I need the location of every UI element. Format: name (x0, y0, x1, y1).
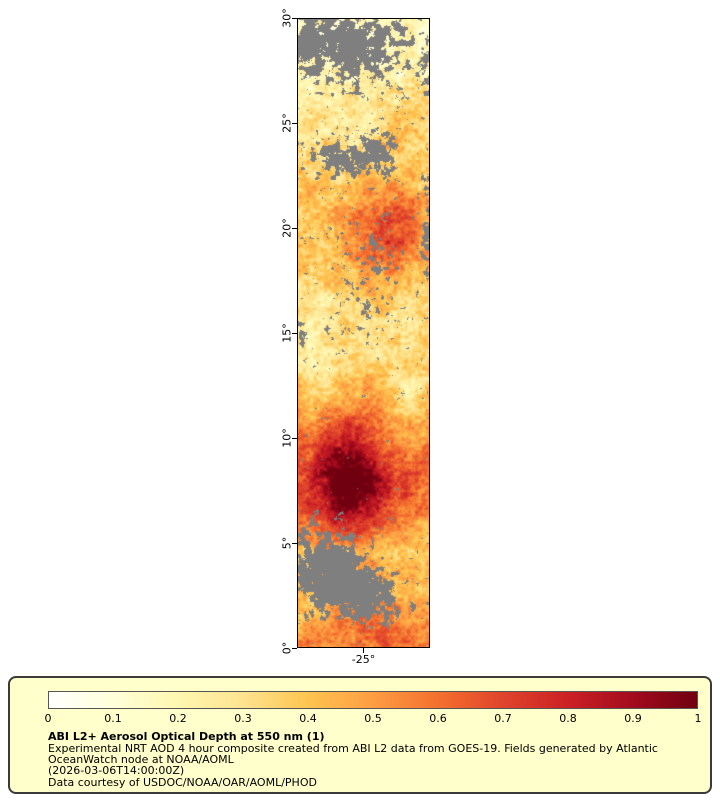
latitude-tick-label: 20° (280, 218, 294, 238)
colorbar-tick-label: 0.4 (299, 712, 317, 725)
colorbar-tick-label: 0.7 (494, 712, 512, 725)
latitude-tick-label: 0° (280, 641, 294, 655)
aod-map: 30° 25° 20° 15° 10° 5° 0° -25° (281, 8, 430, 666)
latitude-tick-mark (292, 17, 297, 19)
longitude-tick-mark (363, 648, 364, 653)
latitude-tick-mark (292, 647, 297, 649)
colorbar-tick-label: 0.6 (429, 712, 447, 725)
latitude-tick-label: 10° (280, 428, 294, 448)
latitude-tick-label: 15° (280, 323, 294, 343)
latitude-tick-mark (292, 437, 297, 439)
colorbar-tick-label: 0 (44, 712, 52, 725)
colorbar-tick-label: 0.1 (104, 712, 122, 725)
colorbar (48, 691, 698, 709)
latitude-tick-mark (292, 122, 297, 124)
legend-title: ABI L2+ Aerosol Optical Depth at 550 nm … (48, 730, 325, 743)
colorbar-tick-label: 0.5 (364, 712, 382, 725)
legend-panel: 0 0.1 0.2 0.3 0.4 0.5 0.6 0.7 0.8 0.9 1 ABI L2+ Ae… (8, 676, 712, 794)
colorbar-tick-label: 0.2 (169, 712, 187, 725)
colorbar-tick-label: 0.9 (624, 712, 642, 725)
aod-raster-canvas (297, 18, 430, 648)
legend-line: Experimental NRT AOD 4 hour composite cr… (48, 742, 658, 755)
longitude-tick-label: -25° (351, 653, 376, 666)
latitude-tick-label: 30° (280, 8, 294, 28)
latitude-tick-label: 5° (280, 536, 294, 550)
colorbar-tick-label: 0.8 (559, 712, 577, 725)
latitude-tick-mark (292, 332, 297, 334)
legend-line: OceanWatch node at NOAA/AOML (48, 753, 234, 766)
colorbar-tick-label: 1 (694, 712, 702, 725)
latitude-tick-mark (292, 542, 297, 544)
latitude-tick-label: 25° (280, 113, 294, 133)
latitude-tick-mark (292, 227, 297, 229)
legend-timestamp: (2026-03-06T14:00:00Z) (48, 764, 185, 777)
legend-credit: Data courtesy of USDOC/NOAA/OAR/AOML/PHO… (48, 776, 317, 789)
colorbar-tick-label: 0.3 (234, 712, 252, 725)
